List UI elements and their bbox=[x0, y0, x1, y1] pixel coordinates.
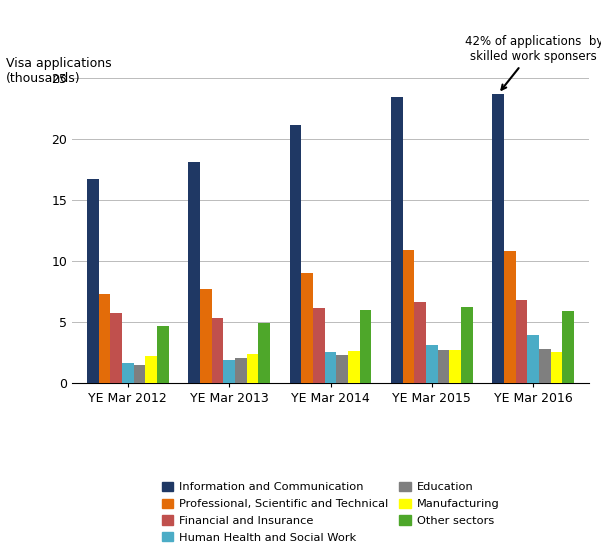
Legend: Information and Communication, Professional, Scientific and Technical, Financial: Information and Communication, Professio… bbox=[157, 478, 504, 547]
Bar bbox=[224, 360, 235, 383]
Bar bbox=[235, 358, 246, 383]
Bar bbox=[438, 350, 450, 383]
Bar bbox=[359, 310, 371, 383]
Bar bbox=[415, 302, 426, 383]
Bar bbox=[516, 300, 528, 383]
Bar bbox=[302, 273, 313, 383]
Bar bbox=[539, 349, 551, 383]
Bar bbox=[290, 125, 302, 383]
Bar bbox=[325, 352, 337, 383]
Bar bbox=[145, 356, 157, 383]
Text: Visa applications
(thousands): Visa applications (thousands) bbox=[6, 57, 112, 85]
Bar bbox=[122, 363, 133, 383]
Bar bbox=[492, 94, 504, 383]
Bar bbox=[200, 289, 212, 383]
Bar bbox=[348, 351, 359, 383]
Bar bbox=[461, 307, 473, 383]
Bar bbox=[133, 365, 145, 383]
Bar bbox=[87, 179, 99, 383]
Bar bbox=[403, 250, 415, 383]
Bar bbox=[337, 355, 348, 383]
Bar bbox=[528, 335, 539, 383]
Bar bbox=[212, 318, 224, 383]
Bar bbox=[551, 352, 563, 383]
Bar bbox=[313, 309, 325, 383]
Bar bbox=[157, 325, 169, 383]
Bar bbox=[450, 350, 461, 383]
Bar bbox=[111, 313, 122, 383]
Bar bbox=[99, 294, 111, 383]
Bar bbox=[391, 97, 403, 383]
Text: 42% of applications  by
skilled work sponsers: 42% of applications by skilled work spon… bbox=[465, 35, 601, 90]
Bar bbox=[189, 162, 200, 383]
Bar bbox=[246, 353, 258, 383]
Bar bbox=[258, 323, 270, 383]
Bar bbox=[563, 311, 574, 383]
Bar bbox=[504, 251, 516, 383]
Bar bbox=[426, 345, 438, 383]
